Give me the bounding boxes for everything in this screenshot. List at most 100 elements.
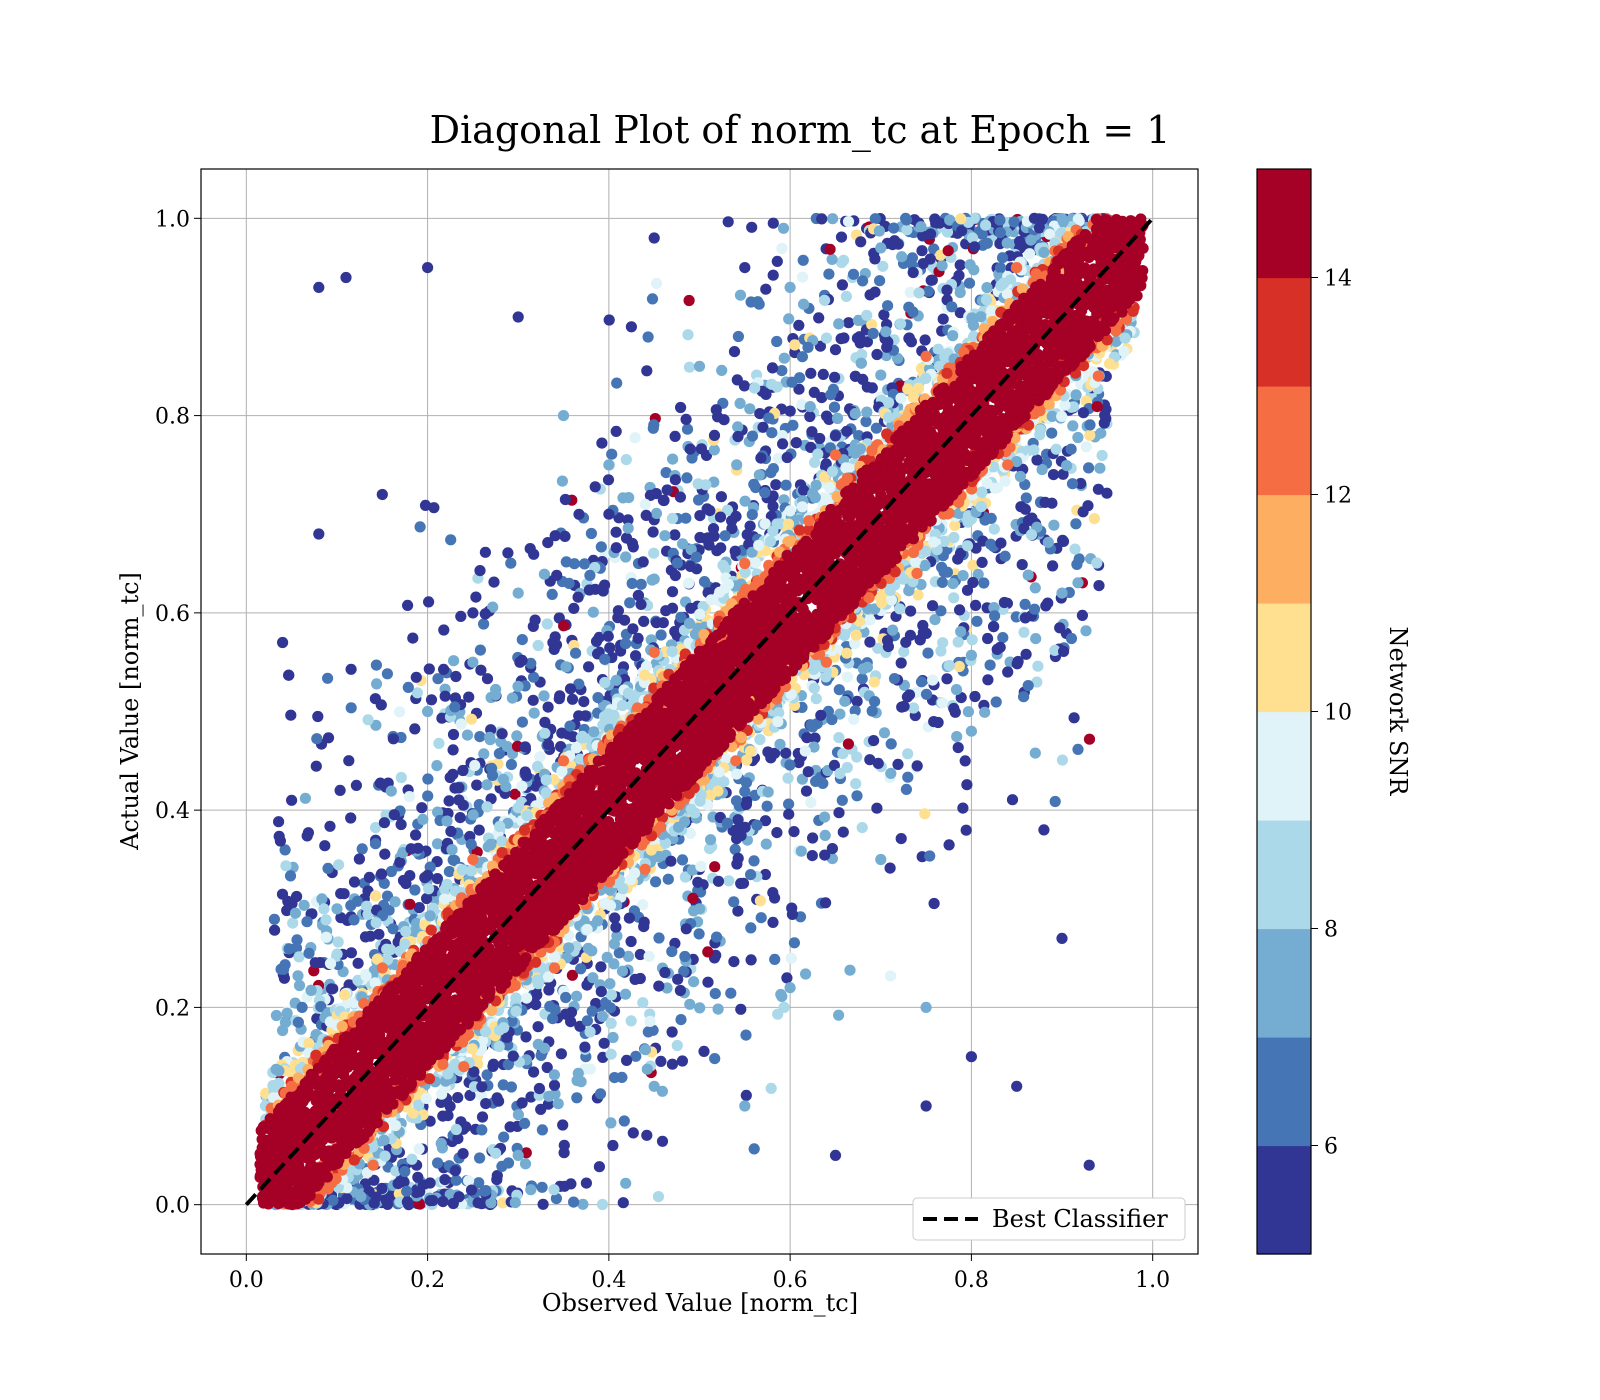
- scatter-point: [287, 917, 299, 929]
- scatter-point: [285, 709, 297, 721]
- scatter-point: [370, 659, 382, 671]
- scatter-point: [374, 777, 386, 789]
- scatter-point: [531, 989, 543, 1001]
- scatter-point: [998, 596, 1011, 609]
- scatter-point: [549, 530, 561, 542]
- scatter-point: [999, 475, 1011, 487]
- scatter-point: [671, 1039, 683, 1052]
- scatter-point: [594, 1088, 607, 1100]
- scatter-point: [292, 1016, 304, 1028]
- scatter-point: [877, 260, 889, 272]
- scatter-point: [635, 578, 647, 590]
- scatter-point: [443, 866, 455, 878]
- scatter-point: [476, 1111, 489, 1123]
- scatter-point: [660, 467, 672, 479]
- scatter-point: [708, 444, 720, 456]
- scatter-point: [622, 522, 634, 534]
- scatter-point: [1069, 543, 1081, 555]
- scatter-point: [568, 602, 580, 615]
- scatter-point: [675, 1014, 687, 1026]
- scatter-point: [335, 888, 347, 900]
- scatter-point: [394, 706, 406, 718]
- scatter-point: [924, 850, 936, 862]
- scatter-point: [596, 1198, 609, 1211]
- scatter-point: [903, 301, 915, 313]
- scatter-point: [861, 309, 873, 321]
- scatter-point: [1088, 513, 1100, 525]
- scatter-point: [759, 815, 772, 827]
- scatter-point: [855, 357, 867, 369]
- scatter-point: [801, 732, 813, 744]
- scatter-point: [715, 491, 728, 503]
- scatter-point: [491, 1170, 503, 1182]
- scatter-point: [673, 821, 685, 833]
- scatter-point: [312, 710, 324, 723]
- scatter-point: [1050, 443, 1062, 455]
- scatter-point: [278, 972, 290, 984]
- scatter-point: [505, 758, 517, 771]
- scatter-point: [376, 1182, 388, 1195]
- scatter-point: [424, 1115, 436, 1127]
- scatter-point: [478, 618, 490, 630]
- scatter-point: [989, 610, 1001, 622]
- scatter-point: [814, 340, 827, 352]
- scatter-point: [269, 924, 281, 936]
- scatter-point: [731, 459, 743, 471]
- scatter-point: [666, 586, 679, 598]
- scatter-point: [497, 1079, 509, 1091]
- scatter-point: [888, 673, 901, 685]
- scatter-point: [784, 405, 796, 417]
- scatter-point: [431, 873, 443, 885]
- scatter-point: [665, 855, 677, 867]
- scatter-point: [333, 859, 345, 871]
- scatter-point: [558, 620, 570, 632]
- scatter-point: [570, 647, 582, 659]
- scatter-point: [475, 664, 487, 676]
- scatter-point: [592, 915, 604, 927]
- scatter-point: [414, 1185, 426, 1198]
- scatter-point: [1029, 747, 1041, 759]
- scatter-point: [605, 1117, 617, 1129]
- scatter-point: [273, 830, 285, 842]
- scatter-point: [948, 702, 960, 715]
- scatter-point: [759, 487, 771, 499]
- scatter-point: [1047, 560, 1059, 572]
- scatter-point: [740, 1029, 752, 1041]
- scatter-point: [536, 1124, 549, 1136]
- scatter-point: [622, 687, 635, 699]
- scatter-point: [685, 803, 697, 815]
- scatter-point: [746, 508, 758, 521]
- scatter-point: [682, 329, 694, 341]
- scatter-point: [676, 854, 689, 866]
- scatter-point: [809, 491, 821, 504]
- scatter-point: [844, 964, 856, 976]
- scatter-point: [902, 771, 914, 783]
- scatter-point: [721, 817, 733, 829]
- scatter-point: [903, 689, 916, 701]
- scatter-point: [746, 430, 759, 442]
- scatter-point: [928, 536, 940, 548]
- scatter-point: [821, 410, 833, 422]
- scatter-point: [571, 990, 583, 1002]
- scatter-point: [701, 503, 713, 515]
- scatter-point: [442, 1068, 454, 1080]
- scatter-point: [1001, 237, 1013, 249]
- scatter-point: [529, 614, 541, 626]
- scatter-point: [637, 997, 649, 1009]
- scatter-point: [833, 732, 845, 744]
- scatter-point: [516, 716, 529, 728]
- scatter-point: [528, 1066, 540, 1078]
- scatter-point: [917, 619, 929, 632]
- scatter-point: [885, 738, 897, 750]
- scatter-point: [474, 731, 486, 743]
- scatter-point: [839, 695, 851, 707]
- scatter-point: [549, 631, 561, 643]
- scatter-point: [684, 998, 696, 1010]
- scatter-point: [826, 843, 839, 855]
- scatter-point: [676, 1055, 689, 1067]
- scatter-point: [541, 618, 553, 630]
- scatter-point: [769, 892, 781, 904]
- scatter-point: [971, 615, 983, 627]
- scatter-point: [556, 765, 568, 777]
- scatter-point: [718, 776, 730, 788]
